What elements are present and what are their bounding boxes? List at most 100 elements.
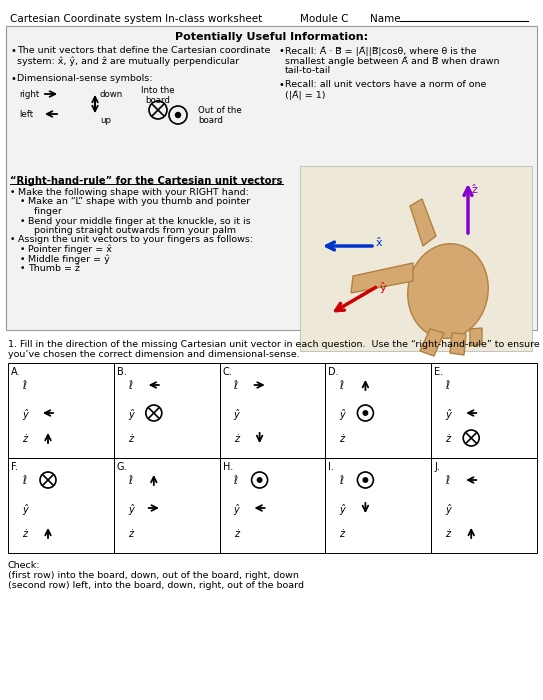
- Text: Recall: Â · B⃗ = |Â||B⃗|cosθ, where θ is the: Recall: Â · B⃗ = |Â||B⃗|cosθ, where θ …: [285, 46, 477, 55]
- FancyBboxPatch shape: [300, 166, 532, 351]
- Text: Make an “L” shape with you thumb and pointer: Make an “L” shape with you thumb and poi…: [28, 197, 250, 206]
- Text: ŷ: ŷ: [128, 409, 134, 420]
- Polygon shape: [470, 328, 482, 346]
- Text: Pointer finger = x̂: Pointer finger = x̂: [28, 245, 112, 255]
- Polygon shape: [410, 199, 436, 246]
- Text: •: •: [278, 80, 284, 90]
- Text: Thumb = ẑ: Thumb = ẑ: [28, 264, 80, 273]
- Circle shape: [257, 478, 262, 482]
- Text: pointing straight outwards from your palm: pointing straight outwards from your pal…: [28, 226, 236, 235]
- Text: •: •: [10, 74, 16, 84]
- Text: ŷ: ŷ: [380, 282, 387, 293]
- Bar: [219, 363, 325, 458]
- Text: B.: B.: [117, 367, 127, 377]
- Text: F.: F.: [11, 462, 18, 472]
- Text: I.: I.: [329, 462, 334, 472]
- Circle shape: [363, 411, 368, 415]
- Text: system: x̂, ŷ, and ẑ are mutually perpendicular: system: x̂, ŷ, and ẑ are mutually perp…: [17, 56, 239, 66]
- Bar: [431, 363, 537, 458]
- Circle shape: [363, 478, 368, 482]
- Text: Assign the unit vectors to your fingers as follows:: Assign the unit vectors to your fingers …: [18, 235, 253, 244]
- Bar: [8, 363, 114, 458]
- Text: ż: ż: [445, 434, 450, 444]
- Text: ℓ̂: ℓ̂: [233, 381, 238, 391]
- Text: J.: J.: [434, 462, 440, 472]
- Text: ŷ: ŷ: [128, 504, 134, 515]
- Text: C.: C.: [223, 367, 232, 377]
- Text: ŷ: ŷ: [233, 504, 239, 515]
- Text: A.: A.: [11, 367, 21, 377]
- Text: G.: G.: [117, 462, 127, 472]
- Text: D.: D.: [329, 367, 339, 377]
- Text: ż: ż: [339, 434, 344, 444]
- Bar: [114, 363, 219, 458]
- Text: ℓ̂: ℓ̂: [22, 476, 26, 486]
- Text: Recall: all unit vectors have a norm of one: Recall: all unit vectors have a norm of …: [285, 80, 487, 89]
- Text: ż: ż: [22, 529, 27, 539]
- Text: ż: ż: [128, 529, 133, 539]
- Text: ℓ̂: ℓ̂: [339, 381, 343, 391]
- Text: E.: E.: [434, 367, 443, 377]
- Text: ℓ̂: ℓ̂: [445, 476, 449, 486]
- Text: ż: ż: [339, 529, 344, 539]
- Text: ŷ: ŷ: [233, 409, 239, 420]
- Text: •: •: [278, 46, 284, 56]
- Polygon shape: [351, 263, 413, 293]
- Text: ż: ż: [233, 529, 239, 539]
- Text: ż: ż: [233, 434, 239, 444]
- Text: The unit vectors that define the Cartesian coordinate: The unit vectors that define the Cartesi…: [17, 46, 270, 55]
- Text: •: •: [20, 197, 26, 206]
- Text: ẑ: ẑ: [472, 185, 478, 195]
- Text: ŷ: ŷ: [339, 504, 345, 515]
- Text: smallest angle between Â and B⃗ when drawn: smallest angle between Â and B⃗ when dr…: [285, 56, 500, 66]
- Text: Check:: Check:: [8, 561, 41, 570]
- Text: up: up: [100, 116, 111, 125]
- FancyBboxPatch shape: [6, 26, 537, 330]
- Text: ŷ: ŷ: [22, 409, 28, 420]
- Polygon shape: [420, 329, 444, 356]
- Text: ż: ż: [445, 529, 450, 539]
- Text: “Right-hand-rule” for the Cartesian unit vectors: “Right-hand-rule” for the Cartesian unit…: [10, 176, 282, 186]
- Polygon shape: [450, 333, 466, 355]
- Text: •: •: [20, 216, 26, 225]
- Text: Into the: Into the: [141, 86, 175, 95]
- Text: ŷ: ŷ: [22, 504, 28, 515]
- Text: (|Â| = 1): (|Â| = 1): [285, 90, 325, 99]
- Circle shape: [175, 113, 180, 118]
- Text: (first row) into the board, down, out of the board, right, down: (first row) into the board, down, out of…: [8, 571, 299, 580]
- Text: Out of the: Out of the: [198, 106, 242, 115]
- Text: •: •: [10, 188, 15, 197]
- Text: ℓ̂: ℓ̂: [128, 381, 132, 391]
- Text: •: •: [20, 264, 26, 273]
- Text: Module C: Module C: [300, 14, 349, 24]
- Text: ℓ̂: ℓ̂: [233, 476, 238, 486]
- Text: ℓ̂: ℓ̂: [339, 476, 343, 486]
- Text: •: •: [20, 255, 26, 263]
- Text: ŷ: ŷ: [445, 409, 451, 420]
- Text: finger: finger: [28, 207, 62, 216]
- Text: •: •: [10, 235, 15, 244]
- Text: ŷ: ŷ: [339, 409, 345, 420]
- Text: H.: H.: [223, 462, 233, 472]
- Text: left: left: [19, 110, 33, 119]
- Bar: [431, 458, 537, 553]
- Text: ℓ̂: ℓ̂: [22, 381, 26, 391]
- Text: •: •: [10, 46, 16, 56]
- Bar: [325, 363, 431, 458]
- Text: 1. Fill in the direction of the missing Cartesian unit vector in each question. : 1. Fill in the direction of the missing …: [8, 340, 540, 349]
- Text: Potentially Useful Information:: Potentially Useful Information:: [175, 32, 369, 42]
- Text: board: board: [198, 116, 223, 125]
- Text: you’ve chosen the correct dimension and dimensional-sense.: you’ve chosen the correct dimension and …: [8, 350, 300, 359]
- Ellipse shape: [408, 244, 488, 338]
- Text: down: down: [100, 90, 123, 99]
- Bar: [325, 458, 431, 553]
- Text: board: board: [146, 96, 171, 105]
- Text: Make the following shape with your RIGHT hand:: Make the following shape with your RIGHT…: [18, 188, 249, 197]
- Bar: [219, 458, 325, 553]
- Text: ℓ̂: ℓ̂: [128, 476, 132, 486]
- Text: ż: ż: [22, 434, 27, 444]
- Text: (second row) left, into the board, down, right, out of the board: (second row) left, into the board, down,…: [8, 581, 304, 590]
- Text: ż: ż: [128, 434, 133, 444]
- Text: right: right: [19, 90, 39, 99]
- Text: •: •: [20, 245, 26, 254]
